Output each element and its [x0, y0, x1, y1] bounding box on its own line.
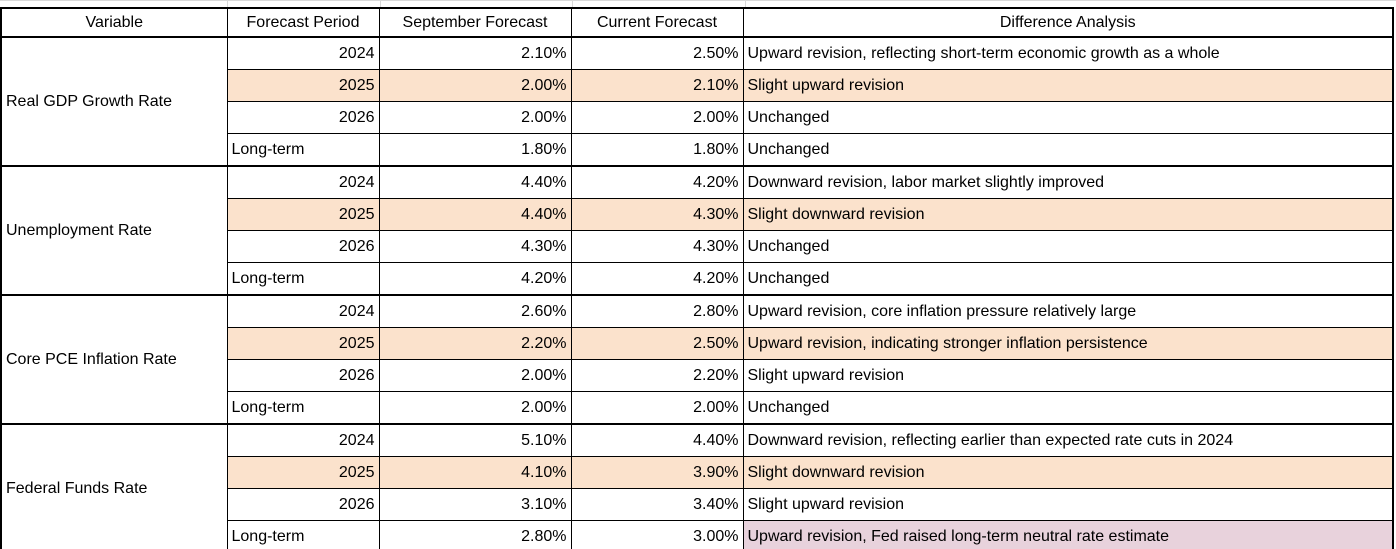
current-forecast-cell: 3.40% [570, 488, 744, 521]
current-forecast-cell: 2.50% [570, 327, 744, 360]
current-forecast-cell: 4.20% [570, 262, 744, 296]
analysis-cell: Slight downward revision [742, 456, 1394, 489]
table-row: Long-term 2.80% 3.00% Upward revision, F… [1, 520, 1394, 549]
period-cell: Long-term [226, 262, 380, 296]
analysis-cell: Upward revision, core inflation pressure… [742, 294, 1394, 328]
variable-cell: Real GDP Growth Rate [0, 36, 228, 167]
table-row: Federal Funds Rate 2024 5.10% 4.40% Down… [0, 423, 1394, 549]
analysis-cell: Downward revision, labor market slightly… [742, 165, 1394, 199]
analysis-cell: Upward revision, Fed raised long-term ne… [742, 520, 1394, 549]
table-row: 2026 4.30% 4.30% Unchanged [1, 230, 1394, 263]
current-forecast-cell: 2.20% [570, 359, 744, 392]
variable-cell: Unemployment Rate [0, 165, 228, 296]
period-cell: 2025 [226, 327, 380, 360]
period-cell: 2026 [226, 101, 380, 134]
period-cell: 2026 [226, 488, 380, 521]
current-forecast-cell: 2.80% [570, 294, 744, 328]
column-header-current-forecast: Current Forecast [570, 7, 744, 38]
september-forecast-cell: 4.40% [378, 165, 572, 199]
current-forecast-cell: 3.90% [570, 456, 744, 489]
column-header-september-forecast: September Forecast [378, 7, 572, 38]
period-cell: 2026 [226, 230, 380, 263]
current-forecast-cell: 2.00% [570, 101, 744, 134]
gridline-vertical [380, 0, 381, 7]
september-forecast-cell: 2.00% [378, 101, 572, 134]
current-forecast-cell: 1.80% [570, 133, 744, 167]
table-row: 2026 2.00% 2.00% Unchanged [1, 101, 1394, 134]
table-row: Core PCE Inflation Rate 2024 2.60% 2.80%… [0, 294, 1394, 425]
gridline-vertical [745, 0, 746, 7]
september-forecast-cell: 2.80% [378, 520, 572, 549]
period-cell: 2024 [226, 423, 380, 457]
table-row: Real GDP Growth Rate 2024 2.10% 2.50% Up… [0, 36, 1394, 167]
september-forecast-cell: 2.60% [378, 294, 572, 328]
september-forecast-cell: 2.10% [378, 36, 572, 70]
analysis-cell: Unchanged [742, 230, 1394, 263]
september-forecast-cell: 2.00% [378, 391, 572, 425]
analysis-cell: Downward revision, reflecting earlier th… [742, 423, 1394, 457]
table-row: Unemployment Rate 2024 4.40% 4.20% Downw… [0, 165, 1394, 296]
current-forecast-cell: 4.20% [570, 165, 744, 199]
period-cell: 2025 [226, 198, 380, 231]
table-row: 2026 2.00% 2.20% Slight upward revision [1, 359, 1394, 392]
gridline-horizontal [0, 0, 1396, 1]
current-forecast-cell: 4.40% [570, 423, 744, 457]
september-forecast-cell: 5.10% [378, 423, 572, 457]
table-row: 2025 4.40% 4.30% Slight downward revisio… [1, 198, 1394, 231]
header-row: Variable Forecast Period September Forec… [0, 7, 1394, 38]
analysis-cell: Upward revision, reflecting short-term e… [742, 36, 1394, 70]
september-forecast-cell: 1.80% [378, 133, 572, 167]
period-cell: Long-term [226, 133, 380, 167]
period-cell: 2025 [226, 69, 380, 102]
period-cell: Long-term [226, 520, 380, 549]
current-forecast-cell: 2.00% [570, 391, 744, 425]
current-forecast-cell: 2.10% [570, 69, 744, 102]
table-row: 2026 3.10% 3.40% Slight upward revision [1, 488, 1394, 521]
september-forecast-cell: 2.20% [378, 327, 572, 360]
table-row: Long-term 2.00% 2.00% Unchanged [1, 391, 1394, 425]
gridline-vertical [572, 0, 573, 7]
variable-cell: Core PCE Inflation Rate [0, 294, 228, 425]
variable-cell: Federal Funds Rate [0, 423, 228, 549]
current-forecast-cell: 4.30% [570, 230, 744, 263]
analysis-cell: Slight downward revision [742, 198, 1394, 231]
analysis-cell: Slight upward revision [742, 359, 1394, 392]
analysis-cell: Unchanged [742, 101, 1394, 134]
period-cell: 2024 [226, 294, 380, 328]
current-forecast-cell: 2.50% [570, 36, 744, 70]
period-cell: 2026 [226, 359, 380, 392]
column-header-forecast-period: Forecast Period [226, 7, 380, 38]
september-forecast-cell: 4.20% [378, 262, 572, 296]
analysis-cell: Upward revision, indicating stronger inf… [742, 327, 1394, 360]
september-forecast-cell: 4.40% [378, 198, 572, 231]
period-cell: 2025 [226, 456, 380, 489]
table-row: Long-term 1.80% 1.80% Unchanged [1, 133, 1394, 167]
september-forecast-cell: 4.10% [378, 456, 572, 489]
current-forecast-cell: 3.00% [570, 520, 744, 549]
table-row: 2025 2.00% 2.10% Slight upward revision [1, 69, 1394, 102]
analysis-cell: Unchanged [742, 391, 1394, 425]
period-cell: 2024 [226, 36, 380, 70]
period-cell: 2024 [226, 165, 380, 199]
gridline-vertical [227, 0, 228, 7]
column-header-difference-analysis: Difference Analysis [742, 7, 1394, 38]
september-forecast-cell: 2.00% [378, 69, 572, 102]
september-forecast-cell: 3.10% [378, 488, 572, 521]
forecast-comparison-table: Variable Forecast Period September Forec… [0, 7, 1394, 549]
period-cell: Long-term [226, 391, 380, 425]
september-forecast-cell: 2.00% [378, 359, 572, 392]
current-forecast-cell: 4.30% [570, 198, 744, 231]
column-header-variable: Variable [0, 7, 228, 38]
table-row: Long-term 4.20% 4.20% Unchanged [1, 262, 1394, 296]
analysis-cell: Unchanged [742, 262, 1394, 296]
analysis-cell: Slight upward revision [742, 488, 1394, 521]
analysis-cell: Slight upward revision [742, 69, 1394, 102]
september-forecast-cell: 4.30% [378, 230, 572, 263]
analysis-cell: Unchanged [742, 133, 1394, 167]
spreadsheet-gridline-strip [0, 0, 1396, 7]
